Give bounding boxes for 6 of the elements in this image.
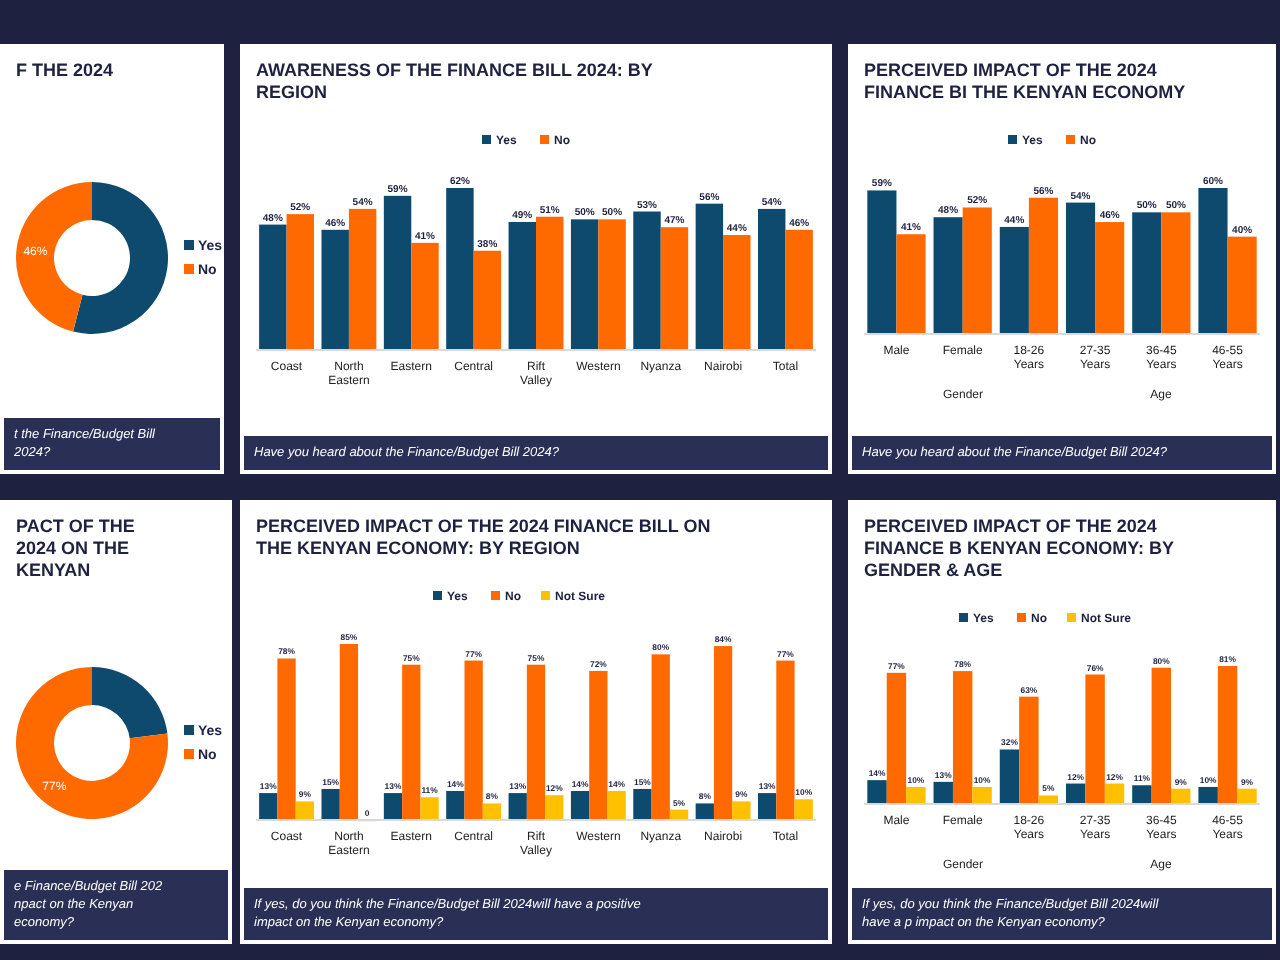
chart-title: AWARENESS OF THE FINANCE BILL 2024: BY REGION [256, 60, 653, 102]
chart-title: PERCEIVED IMPACT OF THE 2024 FINANCE BI THE KENYAN ECONOMY [864, 60, 1186, 102]
chart-title: PERCEIVED IMPACT OF THE 2024 FINANCE B KENYAN ECONOMY: BY GENDER & AGE [864, 516, 1175, 580]
chart-title: F THE 2024 [16, 60, 114, 80]
chart-title: PERCEIVED IMPACT OF THE 2024 FINANCE BILL ON THE KENYAN ECONOMY: BY REGION [256, 516, 711, 558]
chart-title: PACT OF THE 2024 ON THE KENYAN [16, 516, 135, 580]
